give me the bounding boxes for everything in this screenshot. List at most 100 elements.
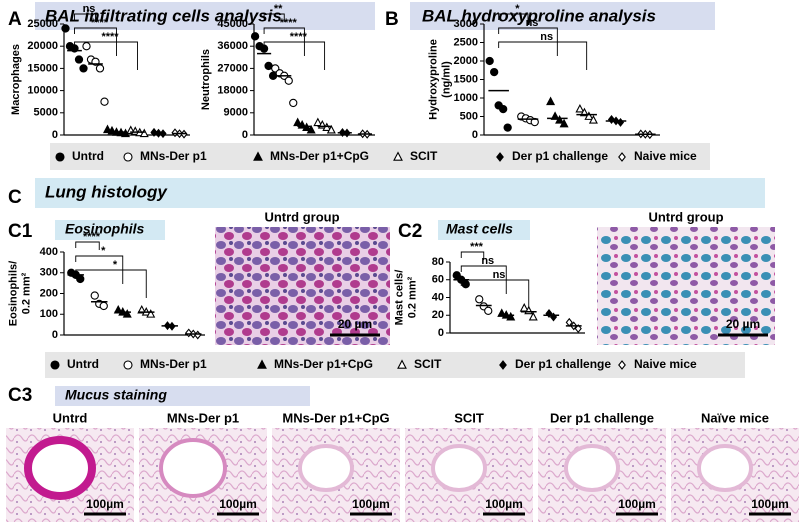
data-point: [499, 104, 508, 114]
image-title: Untrd group: [648, 209, 723, 224]
legend-marker: [397, 359, 407, 369]
charts: 0500010000150002000025000Macrophagesns**…: [7, 3, 660, 341]
data-point: [122, 309, 132, 318]
sub-title: Mucus staining: [65, 387, 167, 403]
data-point: [61, 24, 70, 33]
scale-label: 100µm: [352, 497, 390, 511]
significance-bracket: [263, 41, 326, 70]
significance-label: **: [274, 3, 283, 15]
significance-label: ****: [91, 17, 109, 29]
data-point: [79, 64, 88, 73]
scale-label: 100µm: [485, 497, 523, 511]
legend-marker: [393, 151, 403, 161]
significance-label: ns: [526, 17, 539, 29]
legend-label: MNs-Der p1: [140, 357, 207, 371]
legend-label: SCIT: [414, 357, 442, 371]
significance-bracket: [460, 251, 485, 260]
data-point: [546, 96, 556, 106]
airway: [159, 438, 227, 498]
image-caption: MNs-Der p1: [167, 410, 239, 425]
y-tick-label: 10000: [27, 85, 58, 97]
airway: [431, 444, 487, 492]
data-point: [74, 55, 84, 64]
y-axis-label: Hydroxyproline: [427, 39, 439, 120]
data-point: [326, 124, 336, 134]
y-tick-label: 80: [432, 256, 444, 268]
y-tick-label: 40: [432, 291, 444, 303]
image-caption: Untrd: [53, 410, 88, 425]
data-point: [484, 306, 493, 315]
image-caption: Naïve mice: [701, 410, 769, 425]
y-axis-label: Neutrophils: [200, 49, 212, 110]
image-caption: SCIT: [454, 410, 484, 425]
data-point: [306, 124, 316, 134]
legend: Untrd MNs-Der p1 MNs-Der p1+CpG SCIT Der p1 …: [55, 149, 697, 163]
legend-marker: [618, 152, 626, 162]
y-axis-label: (ng/ml): [440, 61, 452, 98]
significance-bracket: [498, 41, 588, 70]
legend-label: Der p1 challenge: [512, 149, 608, 163]
panel-title: Lung histology: [45, 182, 168, 201]
y-tick-label: 400: [40, 246, 58, 258]
legend-label: MNs-Der p1: [140, 149, 207, 163]
significance-label: ***: [470, 241, 484, 253]
data-point: [289, 98, 298, 108]
legend-label: MNs-Der p1+CpG: [274, 357, 373, 371]
y-axis-label: Macrophages: [10, 44, 22, 115]
data-point: [506, 311, 516, 321]
y-tick-label: 20000: [27, 40, 58, 52]
significance-label: ns: [83, 3, 96, 15]
scale-label: 100µm: [751, 497, 789, 511]
significance-label: *: [515, 3, 520, 15]
legend-label: Untrd: [67, 357, 99, 371]
data-point: [574, 324, 582, 334]
data-point: [461, 280, 470, 289]
data-point: [76, 274, 85, 284]
header-bar: [35, 178, 765, 208]
legend-box: [50, 143, 710, 170]
panel-label: C2: [398, 221, 422, 242]
sub-title: Mast cells: [446, 221, 513, 237]
legend-marker: [123, 152, 133, 162]
header-bar: [410, 2, 715, 30]
legend-marker: [257, 359, 267, 369]
significance-bracket: [74, 41, 138, 70]
legend-marker: [253, 151, 263, 161]
significance-bracket: [75, 269, 147, 298]
data-point: [293, 117, 303, 127]
y-tick-label: 0: [52, 329, 58, 341]
panel-title: BAL infiltrating cells analysis: [45, 6, 282, 25]
data-point: [150, 127, 158, 137]
y-tick-label: 15000: [27, 62, 58, 74]
significance-label: ns: [540, 31, 553, 43]
y-tick-label: 500: [460, 110, 478, 122]
significance-bracket: [498, 13, 529, 22]
mucus-images: Untrd 100µm MNs-Der p1 100µm MNs-Der p1+CpG 1…: [6, 410, 799, 522]
legend-marker: [50, 360, 60, 370]
significance-label: ****: [83, 231, 101, 243]
data-point: [545, 308, 553, 318]
significance-label: ns: [493, 269, 506, 281]
data-point: [102, 124, 113, 134]
data-point: [503, 123, 512, 132]
data-point: [95, 64, 105, 73]
airway: [564, 444, 620, 492]
significance-label: ****: [280, 17, 298, 29]
data-point: [82, 42, 91, 51]
data-point: [100, 97, 109, 106]
y-axis-label: Eosinophils/: [7, 261, 19, 326]
y-tick-label: 2500: [454, 36, 478, 48]
scale-label: 100µm: [219, 497, 257, 511]
legend-label: SCIT: [410, 149, 438, 163]
legend-label: Naive mice: [634, 149, 697, 163]
y-tick-label: 3000: [454, 18, 478, 30]
data-point: [284, 76, 293, 85]
y-axis-label: 0.2 mm²: [20, 272, 32, 314]
sub-header-bar: [55, 386, 310, 406]
data-point: [584, 111, 594, 120]
y-tick-label: 25000: [27, 18, 58, 30]
data-point: [559, 118, 569, 128]
significance-bracket: [74, 13, 96, 22]
y-tick-label: 45000: [217, 18, 248, 30]
